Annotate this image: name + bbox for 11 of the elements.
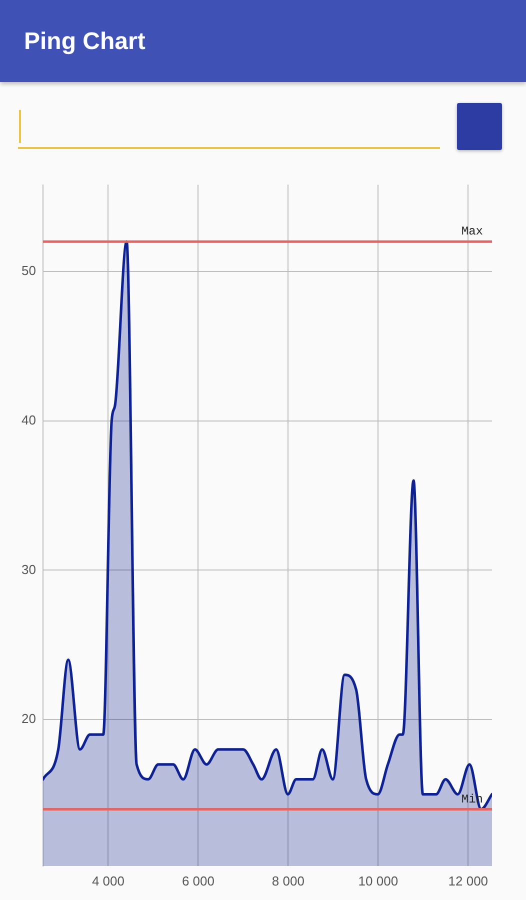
x-tick-label: 6 000 — [182, 873, 214, 888]
y-tick-label: 40 — [22, 412, 36, 428]
x-tick-label: 10 000 — [358, 873, 398, 888]
ref-line-label: Max — [461, 224, 483, 239]
y-tick-label: 20 — [22, 711, 36, 726]
y-tick-label: 30 — [22, 562, 36, 577]
x-tick-label: 12 000 — [448, 873, 488, 888]
x-tick-label: 4 000 — [92, 873, 125, 888]
chart-title: Ping Chart — [24, 27, 146, 57]
y-tick-label: 50 — [22, 263, 36, 278]
x-tick-label: 8 000 — [272, 873, 304, 888]
